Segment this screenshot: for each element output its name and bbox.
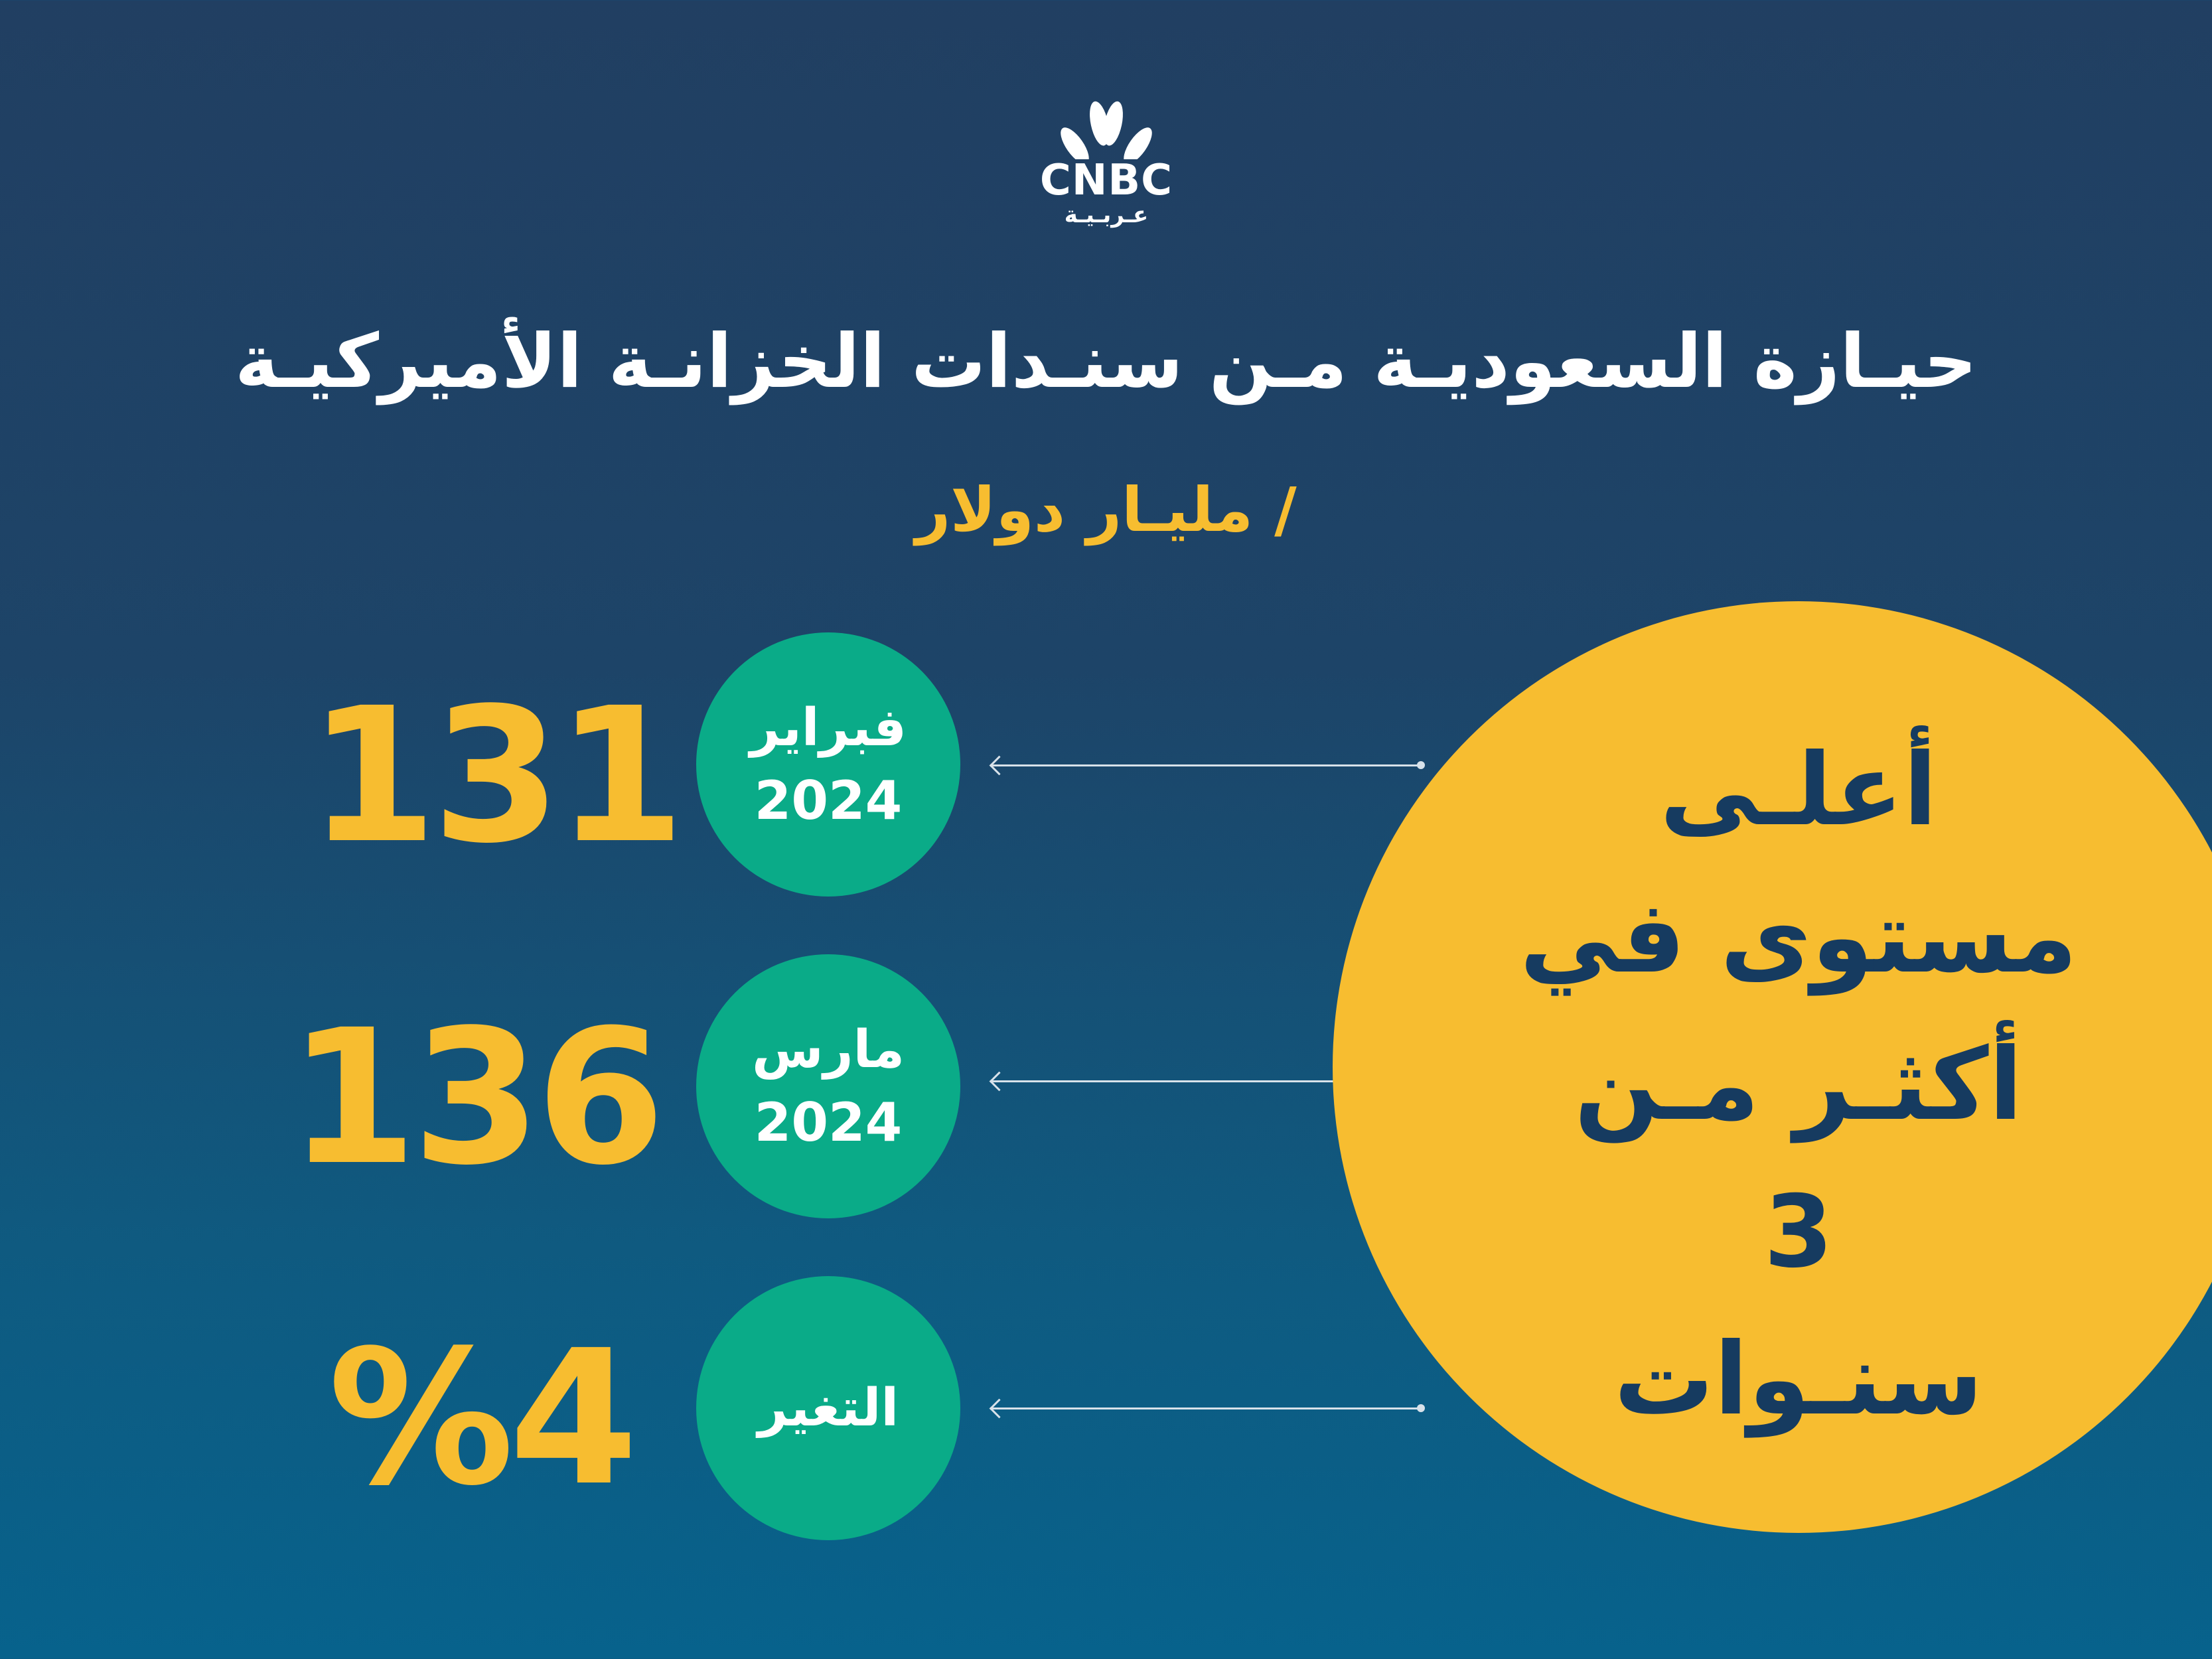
value-march: 136 xyxy=(288,990,665,1206)
cnbc-arabia-logo: CNBC عـربـيـة xyxy=(1007,93,1206,239)
peacock-icon xyxy=(1061,101,1152,159)
highlight-line: سنـوات xyxy=(1613,1322,1984,1437)
value-change: %4 xyxy=(328,1311,638,1527)
period-circle-march: مارس 2024 xyxy=(696,954,960,1218)
logo-brand: CNBC xyxy=(1039,156,1173,205)
value-february: 131 xyxy=(308,668,685,885)
arrow-left-icon xyxy=(992,1404,1425,1412)
highlight-circle xyxy=(1333,601,2212,1533)
highlight-line: 3 xyxy=(1763,1175,1834,1290)
logo-arabic: عـربـيـة xyxy=(1064,202,1149,228)
period-label: مارس xyxy=(751,1020,905,1080)
unit-subtitle: / مليـار دولار xyxy=(915,474,1297,545)
arrow-left-icon xyxy=(992,1077,1348,1085)
period-circle-february: فبراير 2024 xyxy=(696,632,960,897)
change-circle: التغير xyxy=(696,1276,960,1540)
highlight-line: أعلـى xyxy=(1659,733,1938,848)
change-label: التغير xyxy=(757,1378,899,1438)
highlight-text: أعلـى مستوى في أكثـر مـن 3 سنـوات xyxy=(1427,717,2170,1453)
period-year: 2024 xyxy=(754,770,903,831)
arrow-left-icon xyxy=(992,761,1425,769)
page-title: حيـازة السعوديـة مـن سنـدات الخزانـة الأ… xyxy=(234,319,1978,405)
period-year: 2024 xyxy=(754,1092,903,1153)
period-label: فبراير xyxy=(750,698,907,758)
highlight-line: مستوى في xyxy=(1519,880,2078,995)
highlight-line: أكثـر مـن xyxy=(1574,1027,2023,1143)
